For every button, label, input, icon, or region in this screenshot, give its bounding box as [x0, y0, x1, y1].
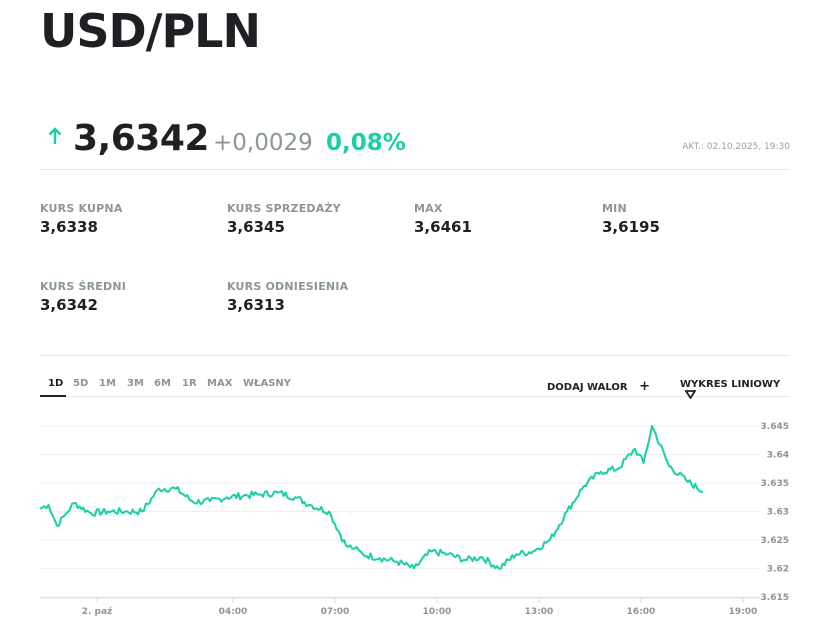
price-line	[39, 425, 704, 570]
stat-label: KURS SPRZEDAŻY	[227, 202, 341, 215]
stat-value: 3,6461	[414, 218, 472, 236]
stat-label: KURS KUPNA	[40, 202, 123, 215]
stat-buy-rate: KURS KUPNA 3,6338	[40, 202, 123, 236]
stat-value: 3,6313	[227, 296, 285, 314]
svg-text:16:00: 16:00	[627, 607, 656, 617]
price-change-percent: 0,08%	[326, 130, 406, 156]
section-divider	[40, 355, 790, 356]
svg-text:3.62: 3.62	[767, 565, 789, 575]
triangle-down-icon	[684, 390, 697, 400]
stat-average-rate: KURS ŚREDNI 3,6342	[40, 280, 126, 314]
stat-value: 3,6342	[40, 296, 98, 314]
svg-text:3.615: 3.615	[761, 593, 789, 603]
page-title: USD/PLN	[40, 4, 261, 58]
quote-row: 3,6342 +0,0029 0,08% AKT.: 02.10.2025, 1…	[40, 118, 790, 170]
stat-sell-rate: KURS SPRZEDAŻY 3,6345	[227, 202, 341, 236]
tab-3m[interactable]: 3M	[127, 378, 144, 389]
x-axis-labels: 2. paź 04:00 07:00 10:00 13:00 16:00 19:00	[82, 607, 758, 617]
tab-1m[interactable]: 1M	[99, 378, 116, 389]
tab-max[interactable]: MAX	[207, 378, 233, 389]
price-chart[interactable]: 3.645 3.64 3.635 3.63 3.625 3.62 3.615 2. paź 0…	[0, 400, 817, 621]
tab-custom[interactable]: WŁASNY	[243, 378, 292, 389]
tab-1r[interactable]: 1R	[182, 378, 197, 389]
chart-type-dropdown[interactable]: WYKRES LINIOWY	[680, 379, 790, 401]
chart-grid	[40, 425, 760, 603]
svg-text:10:00: 10:00	[423, 607, 452, 617]
stat-reference-rate: KURS ODNIESIENIA 3,6313	[227, 280, 348, 314]
stat-value: 3,6345	[227, 218, 285, 236]
tab-5d[interactable]: 5D	[73, 378, 89, 389]
svg-text:2. paź: 2. paź	[82, 607, 113, 617]
chart-type-label: WYKRES LINIOWY	[680, 379, 781, 390]
svg-text:3.645: 3.645	[761, 422, 789, 432]
last-updated: AKT.: 02.10.2025, 19:30	[682, 142, 790, 152]
active-tab-indicator	[40, 395, 66, 397]
svg-text:3.625: 3.625	[761, 536, 789, 546]
svg-text:3.63: 3.63	[767, 508, 789, 518]
stat-label: KURS ODNIESIENIA	[227, 280, 349, 293]
tab-1d[interactable]: 1D	[48, 378, 64, 389]
stat-label: MIN	[602, 202, 627, 215]
range-tabs: 1D 5D 1M 3M 6M 1R MAX WŁASNY DODAJ WALOR…	[40, 373, 790, 400]
svg-text:13:00: 13:00	[525, 607, 554, 617]
stat-max: MAX 3,6461	[414, 202, 472, 236]
add-asset-button[interactable]: DODAJ WALOR +	[547, 379, 650, 394]
arrow-up-icon	[48, 127, 62, 144]
add-asset-label: DODAJ WALOR	[547, 382, 628, 393]
stat-label: KURS ŚREDNI	[40, 280, 127, 293]
price-change: +0,0029	[213, 130, 313, 156]
current-price: 3,6342	[73, 118, 209, 159]
stat-value: 3,6195	[602, 218, 660, 236]
stat-label: MAX	[414, 202, 443, 215]
tab-6m[interactable]: 6M	[154, 378, 171, 389]
y-axis-labels: 3.645 3.64 3.635 3.63 3.625 3.62 3.615	[761, 422, 789, 603]
stat-value: 3,6338	[40, 218, 98, 236]
svg-text:19:00: 19:00	[729, 607, 758, 617]
svg-text:3.64: 3.64	[767, 451, 789, 461]
plus-icon: +	[639, 379, 650, 394]
svg-text:04:00: 04:00	[219, 607, 248, 617]
stat-min: MIN 3,6195	[602, 202, 660, 236]
svg-text:07:00: 07:00	[321, 607, 350, 617]
svg-text:3.635: 3.635	[761, 479, 789, 489]
